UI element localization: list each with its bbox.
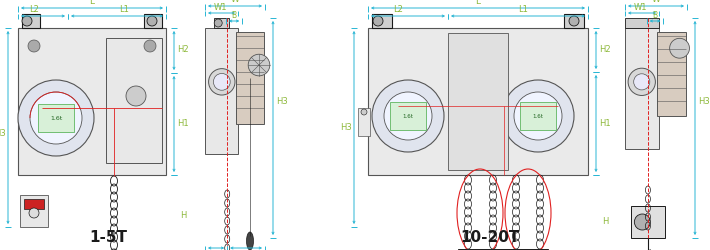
Text: H: H (602, 216, 608, 226)
Text: 1.6t: 1.6t (403, 114, 413, 118)
Bar (625, 18, 659, 28)
Text: L: L (476, 0, 481, 6)
Bar (390, 102, 426, 130)
Text: L1: L1 (518, 6, 528, 15)
Bar (657, 32, 686, 116)
Circle shape (670, 38, 689, 58)
Text: 10-20T: 10-20T (460, 230, 520, 246)
Text: H3: H3 (0, 128, 6, 138)
Text: H2: H2 (178, 46, 189, 54)
Circle shape (144, 40, 156, 52)
Bar (358, 108, 370, 136)
Circle shape (248, 54, 270, 76)
Bar (631, 206, 665, 238)
Circle shape (373, 16, 383, 26)
Circle shape (372, 80, 444, 152)
Circle shape (209, 69, 235, 95)
Bar (38, 104, 74, 132)
Circle shape (126, 86, 146, 106)
Bar (24, 199, 44, 209)
Text: B: B (652, 10, 657, 20)
Text: H3: H3 (698, 98, 710, 106)
Circle shape (214, 74, 230, 90)
Circle shape (384, 92, 432, 140)
Circle shape (569, 16, 579, 26)
Circle shape (634, 214, 650, 230)
Text: 1.6t: 1.6t (50, 116, 62, 120)
Text: B: B (231, 10, 236, 20)
Text: 1.6t: 1.6t (532, 114, 543, 118)
Circle shape (30, 92, 82, 144)
Text: W1: W1 (634, 2, 648, 12)
Bar (18, 28, 166, 175)
Bar (144, 14, 162, 28)
Circle shape (514, 92, 562, 140)
Bar (448, 33, 508, 170)
Circle shape (29, 208, 39, 218)
Bar (520, 102, 556, 130)
Text: H: H (180, 210, 186, 220)
Text: H3: H3 (276, 98, 288, 106)
Bar (368, 28, 588, 175)
Text: L2: L2 (29, 6, 39, 15)
Bar (625, 28, 659, 149)
Circle shape (502, 80, 574, 152)
Bar (372, 14, 392, 28)
Bar (22, 14, 40, 28)
Text: H1: H1 (178, 120, 189, 128)
Text: 1-5T: 1-5T (89, 230, 127, 246)
Text: H1: H1 (599, 120, 611, 128)
Circle shape (214, 19, 222, 27)
Circle shape (28, 40, 40, 52)
Text: W: W (652, 0, 660, 4)
Circle shape (110, 249, 118, 250)
Circle shape (361, 109, 367, 115)
Ellipse shape (246, 232, 253, 250)
Bar (564, 14, 584, 28)
Text: H2: H2 (599, 46, 611, 54)
Circle shape (628, 68, 655, 96)
Bar (236, 32, 264, 124)
Circle shape (18, 80, 94, 156)
Bar (20, 195, 48, 227)
Bar (106, 38, 162, 163)
Circle shape (22, 16, 32, 26)
Text: H3: H3 (340, 124, 352, 132)
Circle shape (634, 74, 650, 90)
Text: W1: W1 (213, 2, 226, 12)
Text: L1: L1 (119, 6, 129, 15)
Text: W: W (231, 0, 239, 4)
Bar (214, 18, 229, 28)
Bar (458, 249, 548, 250)
Circle shape (147, 16, 157, 26)
Text: L2: L2 (393, 6, 403, 15)
Text: L: L (89, 0, 94, 6)
Bar (205, 28, 238, 154)
